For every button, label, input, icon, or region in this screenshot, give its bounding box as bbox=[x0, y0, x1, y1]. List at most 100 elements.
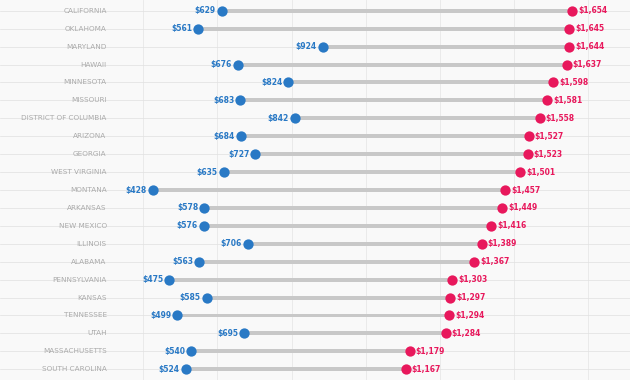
Point bbox=[217, 8, 227, 14]
Bar bbox=[323, 44, 569, 49]
Point bbox=[497, 205, 507, 211]
Text: $585: $585 bbox=[180, 293, 201, 302]
Text: $1,284: $1,284 bbox=[452, 329, 481, 338]
Text: OKLAHOMA: OKLAHOMA bbox=[65, 26, 106, 32]
Bar bbox=[289, 81, 553, 84]
Point bbox=[318, 44, 328, 50]
Bar bbox=[204, 206, 502, 210]
Point bbox=[548, 79, 558, 86]
Text: $635: $635 bbox=[197, 168, 218, 177]
Text: $1,297: $1,297 bbox=[456, 293, 486, 302]
Text: $1,179: $1,179 bbox=[416, 347, 445, 356]
Point bbox=[405, 348, 415, 355]
Point bbox=[444, 312, 454, 318]
Text: $1,527: $1,527 bbox=[535, 132, 564, 141]
Text: WEST VIRGINIA: WEST VIRGINIA bbox=[51, 169, 106, 175]
Text: $1,637: $1,637 bbox=[573, 60, 602, 69]
Point bbox=[164, 277, 174, 283]
Point bbox=[469, 259, 479, 265]
Point bbox=[193, 25, 203, 32]
Text: $1,367: $1,367 bbox=[480, 257, 510, 266]
Text: $499: $499 bbox=[150, 311, 171, 320]
Text: $1,416: $1,416 bbox=[497, 221, 526, 230]
Point bbox=[199, 205, 209, 211]
Bar bbox=[177, 314, 449, 317]
Bar bbox=[240, 98, 547, 102]
Text: $1,449: $1,449 bbox=[508, 203, 537, 212]
Text: $576: $576 bbox=[176, 221, 198, 230]
Text: HAWAII: HAWAII bbox=[81, 62, 106, 68]
Text: ARKANSAS: ARKANSAS bbox=[67, 205, 106, 211]
Bar bbox=[222, 9, 572, 13]
Text: $683: $683 bbox=[213, 96, 234, 105]
Point bbox=[524, 133, 534, 139]
Text: $1,501: $1,501 bbox=[526, 168, 555, 177]
Point bbox=[219, 169, 229, 175]
Bar bbox=[244, 331, 446, 336]
Text: $561: $561 bbox=[171, 24, 193, 33]
Point bbox=[534, 115, 544, 121]
Text: MARYLAND: MARYLAND bbox=[66, 44, 106, 50]
Text: $629: $629 bbox=[195, 6, 215, 15]
Text: ALABAMA: ALABAMA bbox=[71, 259, 106, 265]
Text: $1,645: $1,645 bbox=[575, 24, 604, 33]
Text: SOUTH CAROLINA: SOUTH CAROLINA bbox=[42, 366, 106, 372]
Text: TENNESSEE: TENNESSEE bbox=[64, 312, 106, 318]
Text: $695: $695 bbox=[217, 329, 238, 338]
Point bbox=[542, 97, 553, 103]
Point bbox=[564, 44, 574, 50]
Bar bbox=[169, 278, 452, 282]
Text: $1,389: $1,389 bbox=[488, 239, 517, 248]
Text: $1,167: $1,167 bbox=[411, 365, 441, 374]
Point bbox=[235, 97, 245, 103]
Point bbox=[181, 366, 191, 372]
Text: $1,303: $1,303 bbox=[458, 275, 488, 284]
Text: $524: $524 bbox=[159, 365, 180, 374]
Point bbox=[515, 169, 525, 175]
Point bbox=[239, 330, 249, 336]
Point bbox=[500, 187, 510, 193]
Text: $824: $824 bbox=[261, 78, 282, 87]
Point bbox=[447, 277, 457, 283]
Bar bbox=[153, 188, 505, 192]
Text: $1,654: $1,654 bbox=[578, 6, 607, 15]
Bar bbox=[238, 63, 566, 66]
Text: $676: $676 bbox=[210, 60, 232, 69]
Text: $578: $578 bbox=[177, 203, 198, 212]
Text: $475: $475 bbox=[142, 275, 163, 284]
Point bbox=[236, 133, 246, 139]
Bar bbox=[207, 296, 450, 299]
Point bbox=[290, 115, 300, 121]
Text: MINNESOTA: MINNESOTA bbox=[64, 79, 106, 86]
Point bbox=[564, 25, 575, 32]
Bar bbox=[203, 224, 491, 228]
Text: NEW MEXICO: NEW MEXICO bbox=[59, 223, 106, 229]
Text: $842: $842 bbox=[267, 114, 289, 123]
Text: $727: $727 bbox=[228, 150, 249, 159]
Point bbox=[194, 259, 204, 265]
Bar bbox=[186, 367, 406, 371]
Text: $1,598: $1,598 bbox=[559, 78, 588, 87]
Text: $1,558: $1,558 bbox=[546, 114, 575, 123]
Point bbox=[198, 223, 209, 229]
Text: $706: $706 bbox=[221, 239, 242, 248]
Text: UTAH: UTAH bbox=[87, 330, 106, 336]
Text: $428: $428 bbox=[126, 185, 147, 195]
Text: $1,294: $1,294 bbox=[455, 311, 484, 320]
Text: $1,644: $1,644 bbox=[575, 42, 604, 51]
Point bbox=[202, 294, 212, 301]
Text: $540: $540 bbox=[164, 347, 185, 356]
Point bbox=[232, 62, 243, 68]
Bar bbox=[192, 349, 410, 353]
Text: MISSOURI: MISSOURI bbox=[71, 97, 106, 103]
Text: ARIZONA: ARIZONA bbox=[74, 133, 106, 139]
Point bbox=[561, 62, 571, 68]
Bar bbox=[224, 170, 520, 174]
Point bbox=[186, 348, 197, 355]
Bar bbox=[241, 134, 529, 138]
Point bbox=[445, 294, 455, 301]
Text: $1,457: $1,457 bbox=[511, 185, 540, 195]
Point bbox=[477, 241, 487, 247]
Point bbox=[243, 241, 253, 247]
Bar bbox=[248, 242, 482, 246]
